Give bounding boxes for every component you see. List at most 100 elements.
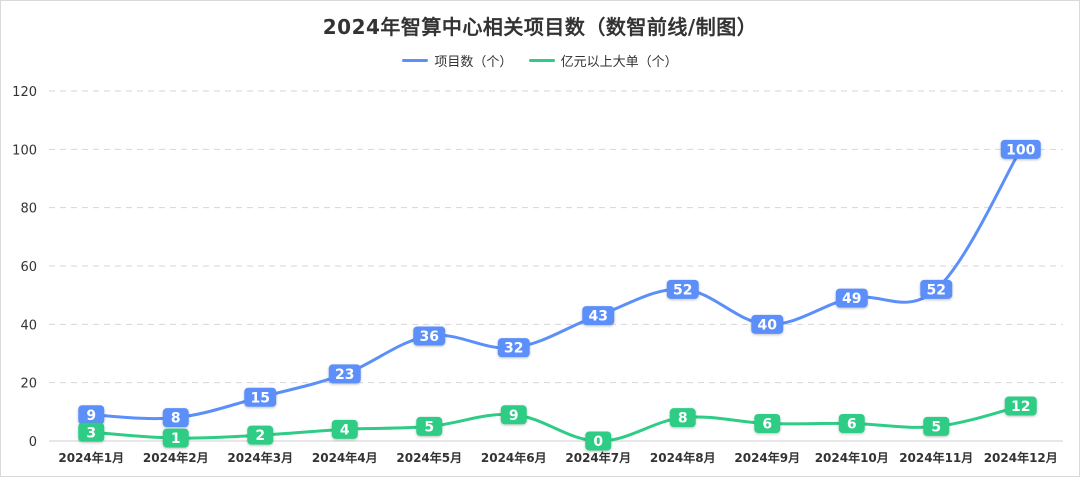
data-label: 23: [328, 364, 361, 384]
data-label: 52: [666, 279, 699, 299]
data-label: 52: [920, 279, 953, 299]
data-label-text: 43: [589, 309, 608, 325]
data-point-marker: [500, 405, 527, 425]
data-label-text: 2: [255, 428, 265, 444]
data-label-text: 12: [1011, 399, 1030, 415]
chart-legend: 项目数（个） 亿元以上大单（个）: [1, 51, 1079, 70]
x-tick-label: 2024年1月: [58, 450, 124, 465]
data-label-text: 15: [251, 390, 270, 406]
data-point-marker: [1000, 139, 1041, 159]
x-tick-label: 2024年7月: [565, 450, 631, 465]
legend-item-big-orders[interactable]: 亿元以上大单（个）: [528, 51, 678, 70]
data-label-text: 5: [424, 419, 434, 435]
data-label: 15: [244, 387, 277, 407]
data-point-marker: [416, 416, 443, 436]
data-point-marker: [244, 387, 277, 407]
x-tick-label: 2024年12月: [984, 450, 1058, 465]
data-label: 49: [835, 288, 868, 308]
data-point-marker: [497, 338, 530, 358]
data-label-text: 6: [847, 417, 857, 433]
x-tick-label: 2024年11月: [899, 450, 973, 465]
data-point-marker: [162, 408, 189, 428]
data-point-marker: [328, 364, 361, 384]
data-label: 9: [78, 405, 105, 425]
gridlines: [49, 90, 1063, 384]
x-tick-label: 2024年9月: [734, 450, 800, 465]
legend-label-projects: 项目数（个）: [434, 55, 513, 70]
data-label: 12: [1004, 396, 1037, 416]
chart-title: 2024年智算中心相关项目数（数智前线/制图）: [322, 15, 758, 39]
series-line-big-orders: [89, 404, 1023, 443]
x-tick-label: 2024年3月: [227, 450, 293, 465]
data-label-text: 52: [927, 282, 946, 298]
data-label: 4: [331, 419, 358, 439]
data-label: 9: [500, 405, 527, 425]
legend-swatch-big-orders: [528, 59, 555, 62]
data-point-marker: [413, 326, 446, 346]
data-label-text: 9: [509, 408, 519, 424]
data-label: 6: [754, 414, 781, 433]
data-label-text: 4: [340, 422, 350, 438]
data-point-marker: [162, 428, 189, 448]
data-label: 40: [751, 314, 784, 334]
data-label-text: 0: [593, 434, 603, 450]
data-label: 3: [78, 422, 105, 442]
y-tick-label: 60: [20, 260, 37, 275]
data-label: 43: [582, 306, 615, 326]
data-point-marker: [582, 306, 615, 326]
y-tick-label: 20: [20, 377, 37, 392]
data-point-marker: [923, 416, 950, 436]
data-label-text: 9: [86, 408, 96, 424]
data-label: 6: [838, 414, 865, 433]
data-label-text: 1: [171, 431, 181, 447]
data-point-marker: [585, 431, 612, 451]
x-tick-label: 2024年8月: [650, 450, 716, 465]
data-label: 2: [247, 425, 274, 445]
data-label-text: 36: [420, 329, 439, 345]
data-label: 8: [669, 408, 696, 428]
data-label: 32: [497, 338, 530, 358]
x-tick-label: 2024年2月: [143, 450, 209, 465]
y-tick-label: 100: [12, 143, 37, 158]
data-point-marker: [754, 414, 781, 433]
y-tick-label: 120: [12, 85, 37, 100]
x-tick-label: 2024年10月: [815, 450, 889, 465]
data-point-marker: [669, 408, 696, 428]
data-label-text: 32: [504, 341, 523, 357]
data-label: 1: [162, 428, 189, 448]
data-point-marker: [838, 414, 865, 433]
data-label-text: 5: [931, 419, 941, 435]
data-label: 36: [413, 326, 446, 346]
data-label-text: 23: [335, 367, 354, 383]
y-tick-label: 0: [29, 435, 37, 450]
x-tick-label: 2024年4月: [312, 450, 378, 465]
series-lines: [89, 147, 1023, 443]
data-point-marker: [835, 288, 868, 308]
y-tick-label: 40: [20, 318, 37, 333]
data-label-text: 40: [758, 317, 778, 333]
data-label-text: 6: [762, 417, 772, 433]
data-point-marker: [666, 279, 699, 299]
data-point-marker: [920, 279, 953, 299]
legend-item-projects[interactable]: 项目数（个）: [402, 51, 512, 70]
data-point-marker: [331, 419, 358, 439]
data-point-marker: [751, 314, 784, 334]
data-label: 0: [585, 431, 612, 451]
data-point-marker: [78, 405, 105, 425]
data-point-marker: [78, 422, 105, 442]
data-label-text: 52: [673, 282, 692, 298]
y-tick-label: 80: [20, 202, 37, 217]
data-label-text: 49: [842, 291, 861, 307]
data-label-text: 3: [86, 425, 96, 441]
legend-label-big-orders: 亿元以上大单（个）: [560, 55, 678, 70]
data-label-text: 8: [171, 411, 181, 427]
x-tick-label: 2024年5月: [396, 450, 462, 465]
data-label-text: 100: [1006, 142, 1035, 158]
legend-swatch-projects: [402, 59, 429, 62]
data-label: 8: [162, 408, 189, 428]
data-label: 100: [1000, 139, 1041, 159]
